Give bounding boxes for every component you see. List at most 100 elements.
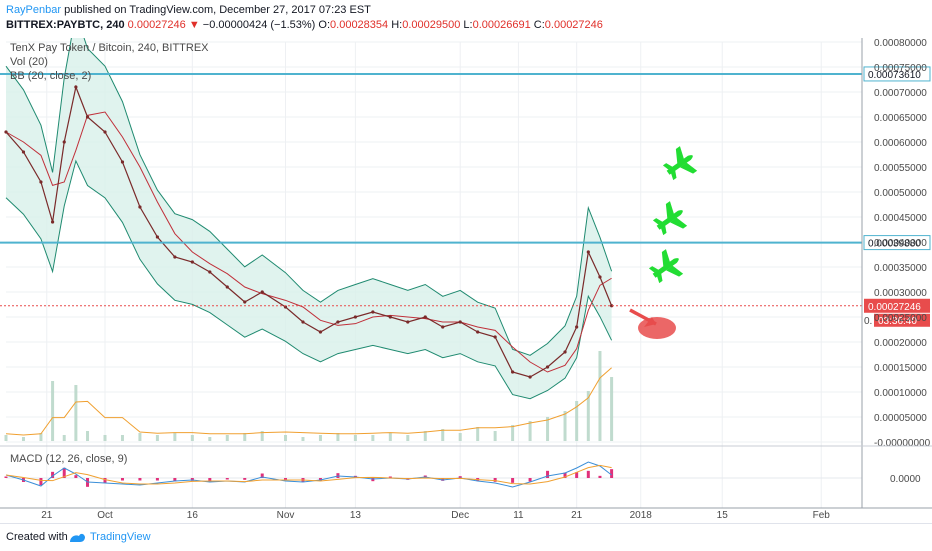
price-point [423,315,427,319]
horizontal-levels: 0.00073610 0.00039880 0.00027246 0. 03:36:40 [0,66,931,327]
y-tick-label: 0.00045000 [874,213,927,224]
countdown-tag [874,313,930,327]
annotations [629,146,698,339]
price-chart[interactable]: 0.00073610 0.00039880 0.00027246 0. 03:36:40… [0,38,932,523]
price-point [74,85,78,89]
y-tick-label: 0.00035000 [874,263,927,274]
bollinger-fill [6,38,612,399]
x-tick-label: Feb [813,510,831,521]
macd-histogram-bar [190,478,194,481]
chart-header: RayPenbar published on TradingView.com, … [0,0,932,40]
price-level-tag [863,235,931,251]
x-tick-label: Nov [277,510,295,521]
macd-histogram-bar [598,475,602,478]
price-level-label: 0.00039880 [868,239,921,250]
price-point [155,235,160,239]
macd-histogram-bar [138,478,142,481]
volume-bar [62,435,66,441]
x-tick-label: 21 [571,510,583,521]
macd-histogram-bar [546,470,550,478]
volume-bar [586,391,590,441]
volume-bar [21,437,25,441]
price-point [336,320,340,324]
low-value: 0.00026691 [472,19,531,31]
published-text: published on TradingView.com, December 2… [64,4,371,16]
macd-histogram-bar [51,471,55,478]
macd-histogram-bar [243,478,247,480]
volume-bars [4,351,614,441]
close-value: 0.00027246 [544,19,603,31]
volume-bar [598,351,602,441]
volume-bar [208,437,212,441]
price-point [441,325,445,329]
x-tick-label: 2018 [630,510,653,521]
volume-bar [318,435,322,441]
x-tick-label: 15 [717,510,729,521]
volume-bar [39,433,43,441]
macd-histogram-bar [511,478,515,483]
y-tick-label: 0.00075000 [874,63,927,74]
macd-histogram-bar [120,478,124,481]
x-tick-label: 21 [41,510,53,521]
price-point [260,290,264,294]
legend-title: TenX Pay Token / Bitcoin, 240, BITTREX [10,42,209,54]
volume-bar [155,435,159,441]
x-tick-label: 11 [513,510,524,521]
partial-tick: 0. [864,316,872,327]
macd-histogram-bar [103,478,107,483]
volume-bar [243,433,247,441]
volume-bar [103,435,107,441]
price-point [138,205,142,209]
macd-histogram-bar [4,476,8,478]
footer: Created with TradingView [0,523,932,551]
volume-bar [284,435,288,441]
macd-histogram-bar [208,478,212,481]
bollinger-basis [5,111,612,373]
volume-bar [493,431,497,441]
signal-line [5,464,612,485]
y-tick-label: 0.00055000 [874,163,927,174]
bollinger-lower [5,159,613,400]
volume-bar [528,421,532,441]
macd-histogram-bar [493,478,497,482]
high-value: 0.00029500 [402,19,461,31]
y-tick-label: 0.00020000 [874,338,927,349]
volume-bar [86,431,90,441]
price-point [406,320,410,324]
tradingview-link[interactable]: TradingView [90,531,151,543]
price-point [563,350,567,354]
y-tick-label: 0.00005000 [874,413,927,424]
volume-bar [423,431,427,441]
price-point [528,375,532,379]
volume-bar [260,431,264,441]
macd-histogram-bar [74,475,78,478]
price-point [586,250,590,254]
last-price-tag [864,298,930,313]
macd-histogram-bar [284,478,288,481]
volume-bar [546,417,550,441]
y-tick-label: 0.00070000 [874,88,927,99]
volume-bar [190,435,194,441]
price-point [243,300,247,304]
countdown-label: 03:36:40 [878,316,917,327]
price-point [85,115,90,119]
price-point [575,325,579,329]
quote-line: BITTREX:PAYBTC, 240 0.00027246 ▼ −0.0000… [6,19,603,31]
macd-histogram-bar [39,478,43,486]
volume-bar [458,433,462,441]
airplane-icon [662,146,698,181]
author-link[interactable]: RayPenbar [6,4,62,16]
macd-histogram-bar [173,478,177,482]
last-value: 0.00027246 [127,19,186,31]
tradingview-logo-icon [70,533,85,542]
macd-histogram-bar [318,478,322,481]
legend-bb: BB (20, close, 2) [10,70,91,82]
chart-background [0,38,932,523]
y-tick-label: 0.00040000 [874,238,927,249]
price-point [610,304,614,308]
open-label: O: [318,19,331,31]
symbol-label[interactable]: BITTREX:PAYBTC, 240 [6,19,125,31]
volume-bar [371,435,375,441]
macd-histogram-bar [563,472,567,478]
x-tick-label: 13 [350,510,362,521]
